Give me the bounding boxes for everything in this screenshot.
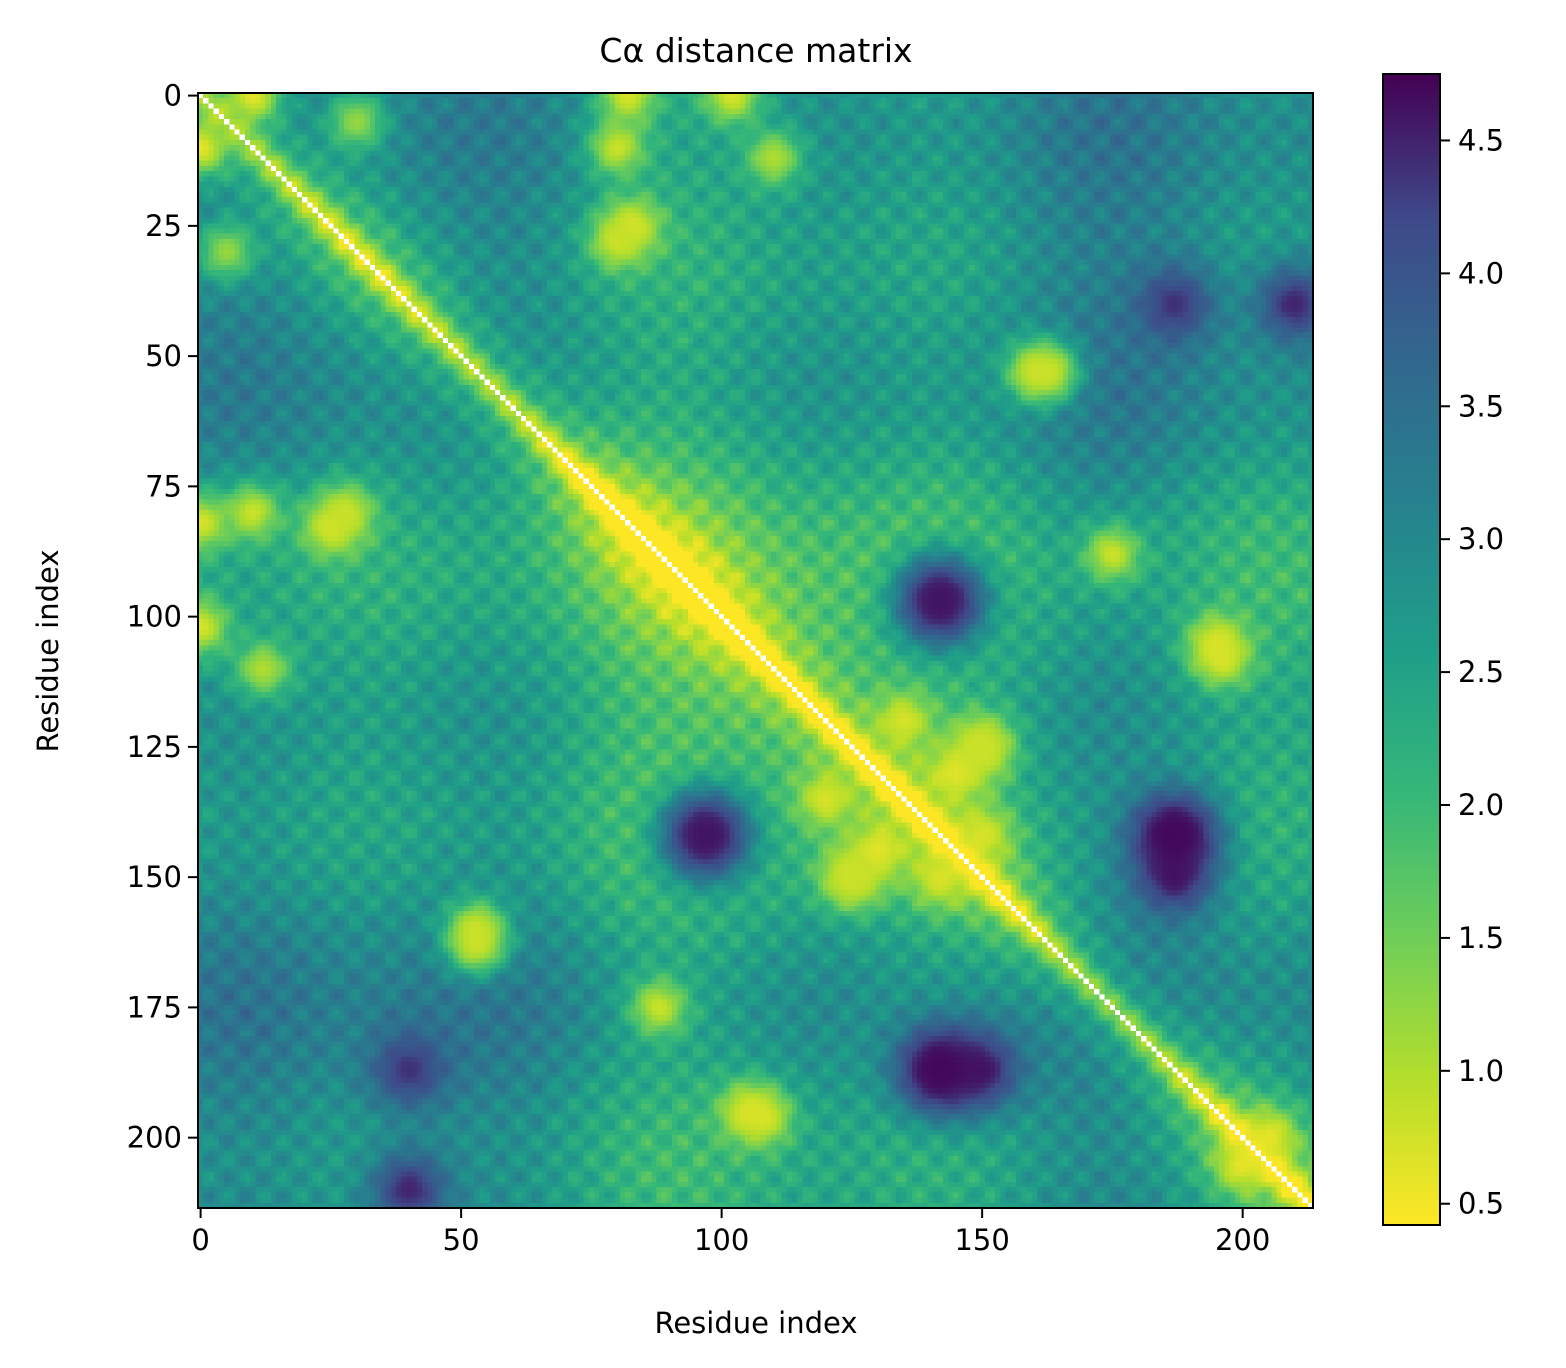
colorbar-tick-label: 2.0 — [1458, 788, 1504, 822]
colorbar-tick-label: 0.5 — [1458, 1187, 1504, 1221]
colorbar-border — [1382, 73, 1441, 1226]
x-tick-label: 100 — [694, 1223, 749, 1257]
x-axis-label: Residue index — [654, 1306, 857, 1340]
x-tick-label: 150 — [954, 1223, 1009, 1257]
colorbar-tick-label: 1.0 — [1458, 1054, 1504, 1088]
colorbar-tick-label: 1.5 — [1458, 921, 1504, 955]
y-tick-label: 75 — [145, 469, 182, 503]
x-axis: 0 50 100 150 200 — [191, 1208, 1270, 1257]
y-axis-label: Residue index — [31, 549, 65, 752]
y-tick-label: 150 — [127, 860, 182, 894]
x-tick-label: 0 — [191, 1223, 209, 1257]
y-tick-label: 0 — [164, 79, 182, 113]
y-tick-label: 100 — [127, 600, 182, 634]
y-tick-label: 25 — [145, 209, 182, 243]
chart-title: Cα distance matrix — [599, 31, 912, 70]
heatmap-cells — [198, 93, 1313, 1208]
colorbar-tick-label: 2.5 — [1458, 655, 1504, 689]
x-tick-label: 200 — [1215, 1223, 1270, 1257]
y-tick-label: 50 — [145, 339, 182, 373]
colorbar-tick-label: 4.0 — [1458, 256, 1504, 290]
y-tick-label: 200 — [127, 1121, 182, 1155]
colorbar-tick-label: 3.0 — [1458, 522, 1504, 556]
y-tick-label: 175 — [127, 990, 182, 1024]
colorbar-tick-label: 3.5 — [1458, 389, 1504, 423]
colorbar-tick-label: 4.5 — [1458, 123, 1504, 157]
plot-border — [197, 92, 1314, 1209]
colorbar-axis: 0.5 1.0 1.5 2.0 2.5 3.0 3.5 4.0 4.5 — [1440, 123, 1504, 1221]
y-axis: 0 25 50 75 100 125 150 175 200 — [127, 79, 198, 1155]
heatmap-frame — [198, 93, 1313, 1208]
colorbar — [1383, 74, 1440, 1225]
x-tick-label: 50 — [443, 1223, 480, 1257]
y-tick-label: 125 — [127, 730, 182, 764]
